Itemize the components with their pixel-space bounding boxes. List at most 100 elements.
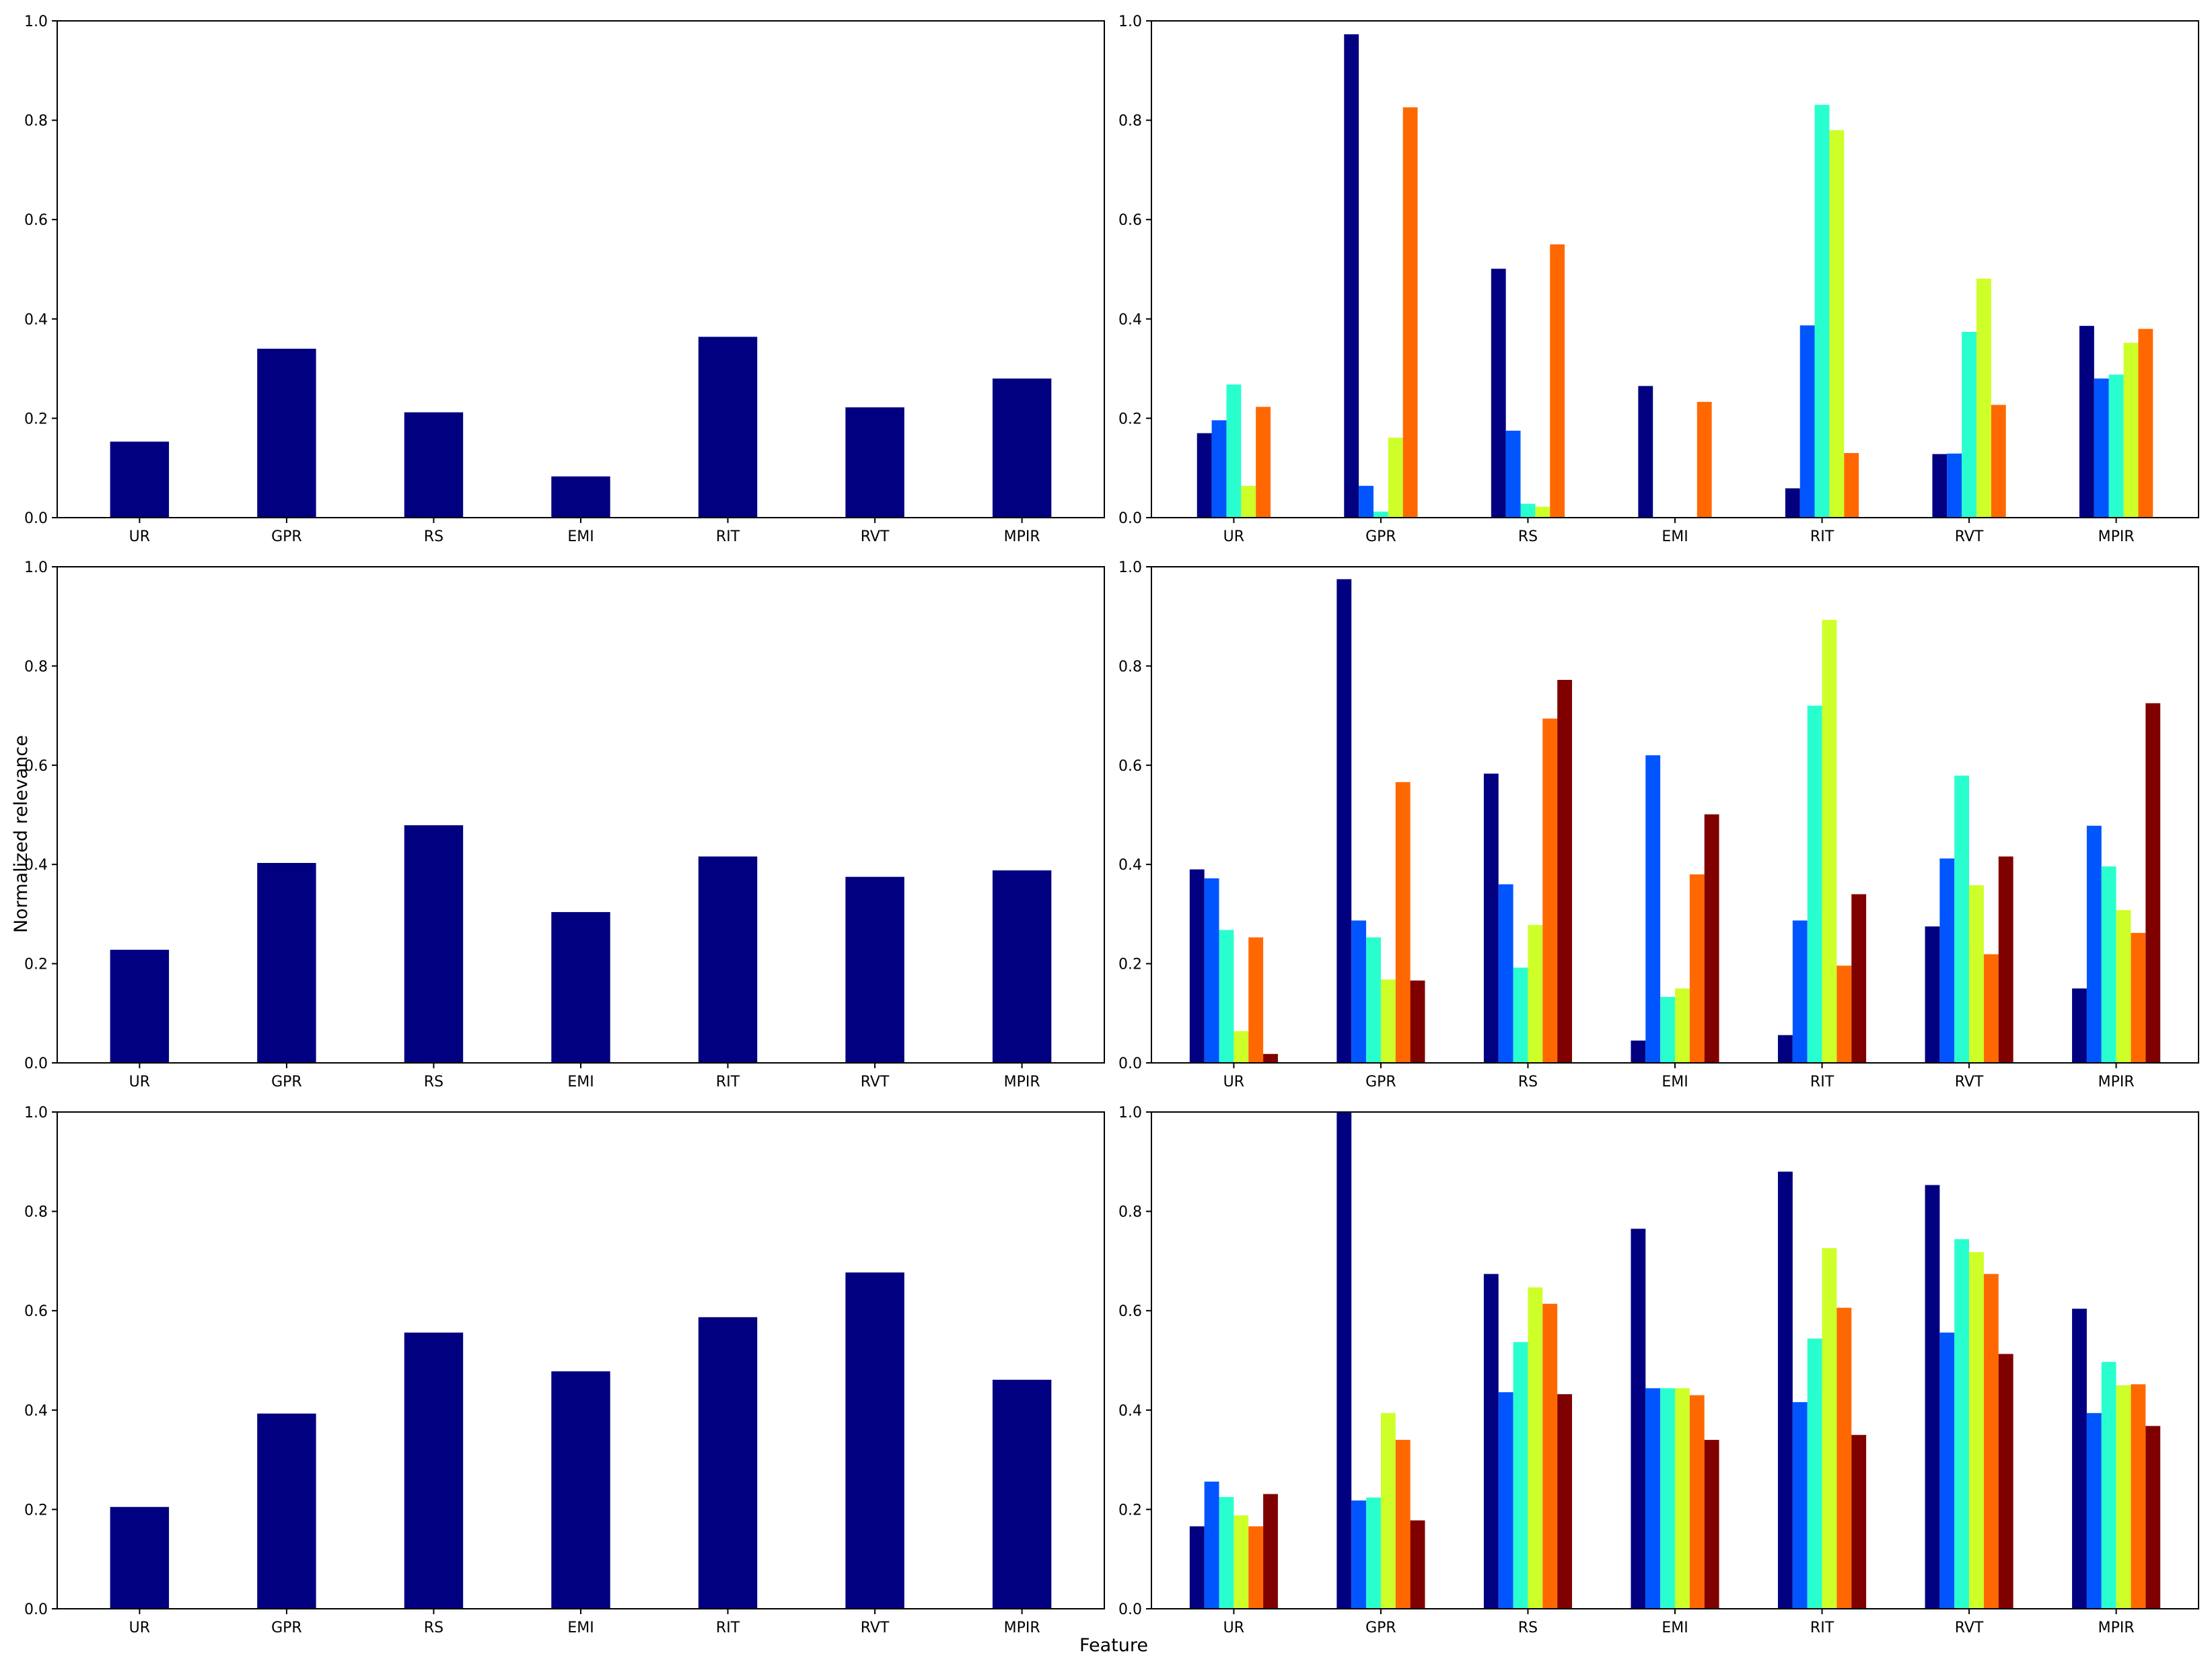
bar-emi-series-1: [551, 1371, 610, 1609]
y-tick-label: 0.4: [1118, 1403, 1142, 1420]
bar-gpr-series-2: [1359, 485, 1373, 518]
bar-mpir-series-6: [2145, 703, 2161, 1063]
bar-rvt-series-5: [1991, 405, 2006, 518]
bar-gpr-series-2: [1351, 920, 1367, 1063]
x-tick-label: RIT: [1810, 1074, 1834, 1090]
y-tick-label: 0.8: [24, 658, 48, 675]
bar-mpir-series-4: [2116, 910, 2131, 1063]
y-tick-label: 0.4: [24, 1403, 48, 1420]
y-tick-label: 0.6: [1118, 758, 1142, 775]
bar-ur-series-4: [1234, 1031, 1249, 1063]
chart-bottom-right: 0.0 0.2 0.4 0.6 0.8 1.0 UR GPR RS EMI RIT RVT MPIR: [1118, 1105, 2199, 1636]
y-tick-label: 0.6: [1118, 1303, 1142, 1320]
bar-rs-series-6: [1557, 680, 1573, 1063]
x-tick-label: MPIR: [1004, 528, 1040, 545]
bar-mpir-series-5: [2138, 328, 2153, 518]
bar-rit-series-4: [1829, 130, 1845, 518]
bar-rs-series-1: [1483, 1274, 1499, 1609]
bar-ur-series-6: [1263, 1053, 1278, 1063]
bar-mpir-series-3: [2101, 866, 2116, 1063]
x-tick-label: GPR: [271, 528, 302, 545]
bar-rit-series-2: [1792, 920, 1808, 1063]
x-tick-label: RS: [1518, 1620, 1538, 1636]
bar-rvt-series-2: [1947, 453, 1962, 518]
bar-mpir-series-3: [2101, 1362, 2116, 1609]
bar-mpir-series-1: [992, 378, 1052, 518]
bar-rvt-series-1: [1925, 1185, 1940, 1609]
chart-top-right: 0.0 0.2 0.4 0.6 0.8 1.0 UR GPR RS EMI RIT RVT MPIR: [1118, 13, 2199, 545]
bar-ur-series-2: [1211, 420, 1227, 518]
bar-gpr-series-4: [1380, 979, 1396, 1063]
bar-gpr-series-6: [1410, 980, 1425, 1063]
x-tick-label: RIT: [716, 528, 740, 545]
x-tick-label: EMI: [1662, 1620, 1688, 1636]
bar-emi-series-1: [1631, 1228, 1646, 1609]
bar-mpir-series-1: [2072, 988, 2087, 1063]
bar-ur-series-2: [1204, 1482, 1219, 1609]
bar-rs-series-5: [1542, 1303, 1558, 1609]
y-tick-label: 0.2: [24, 1502, 48, 1519]
bar-rs-series-5: [1550, 244, 1565, 518]
x-tick-label: GPR: [271, 1620, 302, 1636]
y-tick-label: 0.0: [24, 1601, 48, 1618]
bar-rs-series-1: [1483, 773, 1499, 1063]
x-tick-label: RS: [424, 1074, 443, 1090]
bar-rs-series-4: [1528, 1287, 1543, 1609]
bar-mpir-series-1: [2079, 326, 2094, 518]
y-tick-label: 0.4: [1118, 312, 1142, 328]
bar-rvt-series-4: [1969, 885, 1984, 1063]
bar-rit-series-3: [1814, 104, 1830, 518]
bar-rit-series-2: [1799, 325, 1815, 518]
bar-rit-series-2: [1792, 1401, 1808, 1609]
bar-emi-series-1: [551, 476, 610, 518]
x-tick-label: UR: [129, 1074, 150, 1090]
x-tick-label: RIT: [1810, 1620, 1834, 1636]
bar-rvt-series-6: [1998, 1354, 2013, 1609]
bar-ur-series-1: [1189, 1526, 1205, 1609]
x-tick-label: GPR: [271, 1074, 302, 1090]
bar-rvt-series-4: [1969, 1252, 1984, 1609]
bar-rit-series-1: [698, 337, 758, 518]
x-tick-label: RS: [424, 528, 443, 545]
x-tick-label: RVT: [1955, 1074, 1984, 1090]
bar-mpir-series-1: [2072, 1309, 2087, 1609]
y-tick-label: 0.8: [1118, 113, 1142, 130]
bar-rit-series-1: [1777, 1035, 1793, 1063]
bar-rvt-series-3: [1962, 331, 1976, 518]
x-tick-label: RS: [1518, 528, 1538, 545]
bar-gpr-series-3: [1366, 937, 1381, 1063]
bar-rs-series-4: [1535, 506, 1550, 518]
bar-gpr-series-3: [1373, 512, 1388, 518]
bar-rs-series-2: [1505, 430, 1521, 518]
bar-rs-series-5: [1542, 718, 1558, 1063]
bar-emi-series-4: [1675, 1388, 1690, 1609]
bar-rit-series-6: [1851, 1434, 1867, 1609]
x-tick-label: EMI: [567, 1620, 594, 1636]
bar-ur-series-3: [1219, 1496, 1234, 1609]
x-axis-title: Feature: [1079, 1635, 1148, 1656]
bar-rit-series-4: [1822, 1248, 1837, 1609]
y-tick-label: 0.2: [1118, 1502, 1142, 1519]
bar-mpir-series-5: [2131, 1384, 2146, 1609]
y-tick-label: 0.2: [24, 957, 48, 973]
y-tick-label: 1.0: [1118, 559, 1142, 576]
bar-ur-series-3: [1226, 384, 1242, 518]
x-tick-label: MPIR: [1004, 1620, 1040, 1636]
x-tick-label: MPIR: [2098, 1074, 2135, 1090]
bar-rs-series-3: [1513, 967, 1528, 1063]
bar-rvt-series-1: [1932, 454, 1948, 518]
bar-rit-series-3: [1807, 705, 1822, 1063]
x-tick-label: UR: [129, 528, 150, 545]
bar-ur-series-1: [110, 949, 170, 1063]
y-tick-label: 0.4: [1118, 857, 1142, 874]
bar-rit-series-5: [1844, 453, 1859, 518]
bar-gpr-series-4: [1380, 1413, 1396, 1609]
bar-emi-series-1: [1631, 1040, 1646, 1063]
bar-rvt-series-1: [1925, 926, 1940, 1063]
y-tick-label: 0.0: [1118, 1055, 1142, 1072]
y-tick-label: 0.6: [1118, 212, 1142, 229]
chart-middle-right: 0.0 0.2 0.4 0.6 0.8 1.0 UR GPR RS EMI RIT RVT MPIR: [1118, 559, 2199, 1090]
bar-mpir-series-2: [2086, 825, 2102, 1063]
y-axis-title: Normalized relevance: [11, 735, 32, 933]
